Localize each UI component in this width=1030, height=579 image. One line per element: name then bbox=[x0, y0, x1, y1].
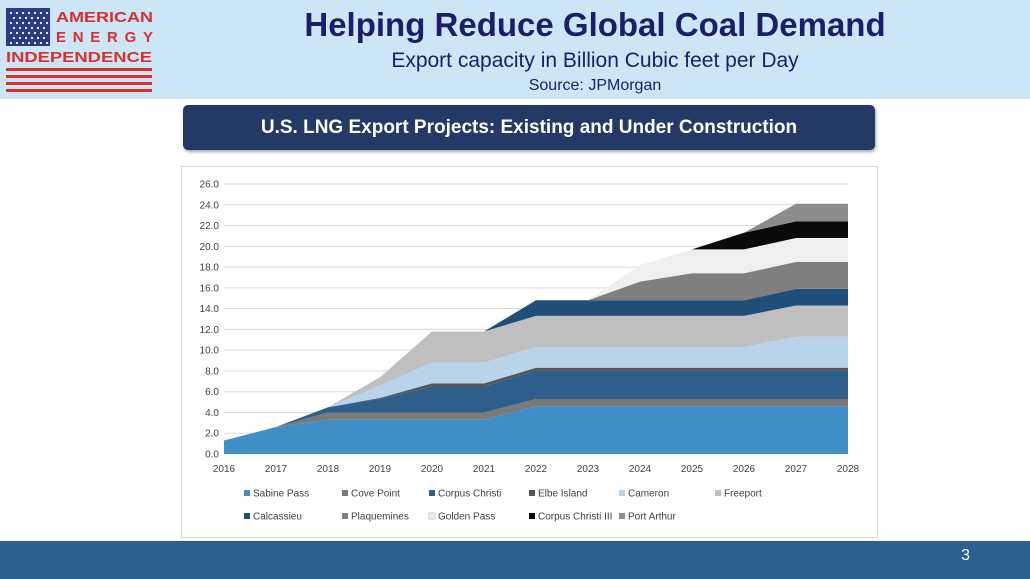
y-tick-label: 2.0 bbox=[205, 429, 219, 440]
y-tick-label: 0.0 bbox=[205, 450, 219, 461]
area-series-cove-point bbox=[224, 399, 848, 441]
legend-swatch-corpus-christi-iii bbox=[529, 513, 535, 519]
legend-label-cove-point: Cove Point bbox=[351, 489, 400, 500]
legend-swatch-calcassieu bbox=[244, 513, 250, 519]
header-band: AMERICAN ENERGY INDEPENDENCE Helping Red… bbox=[0, 0, 1030, 99]
page-subtitle: Export capacity in Billion Cubic feet pe… bbox=[391, 49, 799, 72]
legend-swatch-sabine-pass bbox=[244, 490, 250, 496]
y-tick-label: 18.0 bbox=[200, 263, 220, 274]
area-series-golden-pass bbox=[224, 238, 848, 441]
x-tick-label: 2018 bbox=[317, 464, 340, 475]
legend-label-sabine-pass: Sabine Pass bbox=[253, 489, 309, 500]
american-energy-independence-logo: AMERICAN ENERGY INDEPENDENCE bbox=[6, 8, 153, 92]
y-tick-label: 20.0 bbox=[200, 242, 220, 253]
area-series-sabine-pass bbox=[224, 406, 848, 454]
x-tick-label: 2023 bbox=[577, 464, 600, 475]
x-tick-label: 2028 bbox=[837, 464, 860, 475]
chart-title-banner: U.S. LNG Export Projects: Existing and U… bbox=[183, 105, 875, 150]
legend-swatch-elbe-island bbox=[529, 490, 535, 496]
area-series-cameron bbox=[224, 336, 848, 441]
y-tick-label: 16.0 bbox=[200, 283, 220, 294]
y-tick-label: 6.0 bbox=[205, 387, 219, 398]
area-series-plaquemines bbox=[224, 261, 848, 441]
legend-swatch-cove-point bbox=[342, 490, 348, 496]
logo-line-independence: INDEPENDENCE bbox=[6, 49, 152, 66]
x-tick-label: 2016 bbox=[213, 464, 236, 475]
legend-label-corpus-christi-iii: Corpus Christi III bbox=[538, 512, 612, 523]
legend-label-golden-pass: Golden Pass bbox=[438, 512, 495, 523]
x-tick-label: 2025 bbox=[681, 464, 704, 475]
legend-label-cameron: Cameron bbox=[628, 489, 669, 500]
legend-swatch-freeport bbox=[715, 490, 721, 496]
y-tick-label: 10.0 bbox=[200, 346, 220, 357]
page-number: 3 bbox=[961, 547, 970, 564]
x-tick-label: 2022 bbox=[525, 464, 548, 475]
source-note: Source: JPMorgan bbox=[528, 77, 662, 94]
legend-swatch-cameron bbox=[619, 490, 625, 496]
stacked-area-chart: 0.0 2.0 4.0 6.0 8.0 10.0 12.0 14.0 16.0 18.0 20.0 2… bbox=[200, 180, 860, 523]
legend-label-freeport: Freeport bbox=[724, 489, 762, 500]
x-tick-label: 2021 bbox=[473, 464, 496, 475]
logo-line-energy: ENERGY bbox=[56, 29, 153, 46]
x-tick-label: 2020 bbox=[421, 464, 444, 475]
x-tick-label: 2017 bbox=[265, 464, 288, 475]
x-tick-label: 2019 bbox=[369, 464, 392, 475]
legend-label-calcassieu: Calcassieu bbox=[253, 512, 302, 523]
y-tick-label: 8.0 bbox=[205, 366, 219, 377]
legend-label-port-arthur: Port Arthur bbox=[628, 512, 676, 523]
y-tick-label: 22.0 bbox=[200, 221, 220, 232]
y-tick-label: 26.0 bbox=[200, 180, 220, 191]
y-tick-label: 12.0 bbox=[200, 325, 220, 336]
area-series-corpus-christi bbox=[224, 370, 848, 441]
legend-swatch-golden-pass bbox=[428, 512, 436, 520]
area-series-freeport bbox=[224, 305, 848, 441]
y-tick-label: 4.0 bbox=[205, 408, 219, 419]
chart-panel: 0.0 2.0 4.0 6.0 8.0 10.0 12.0 14.0 16.0 18.0 20.0 2… bbox=[181, 166, 878, 538]
page-title: Helping Reduce Global Coal Demand bbox=[304, 6, 886, 43]
legend-label-plaquemines: Plaquemines bbox=[351, 512, 409, 523]
area-series-calcassieu bbox=[224, 288, 848, 441]
x-tick-label: 2026 bbox=[733, 464, 756, 475]
legend-label-elbe-island: Elbe Island bbox=[538, 489, 587, 500]
legend-label-corpus-christi: Corpus Christi bbox=[438, 489, 501, 500]
legend-swatch-port-arthur bbox=[619, 513, 625, 519]
legend-swatch-corpus-christi bbox=[429, 490, 435, 496]
y-tick-label: 14.0 bbox=[200, 304, 220, 315]
logo-line-american: AMERICAN bbox=[56, 9, 153, 26]
footer-band: 3 bbox=[0, 541, 1030, 579]
y-tick-label: 24.0 bbox=[200, 200, 220, 211]
x-tick-label: 2024 bbox=[629, 464, 652, 475]
x-tick-label: 2027 bbox=[785, 464, 808, 475]
legend-swatch-plaquemines bbox=[342, 513, 348, 519]
